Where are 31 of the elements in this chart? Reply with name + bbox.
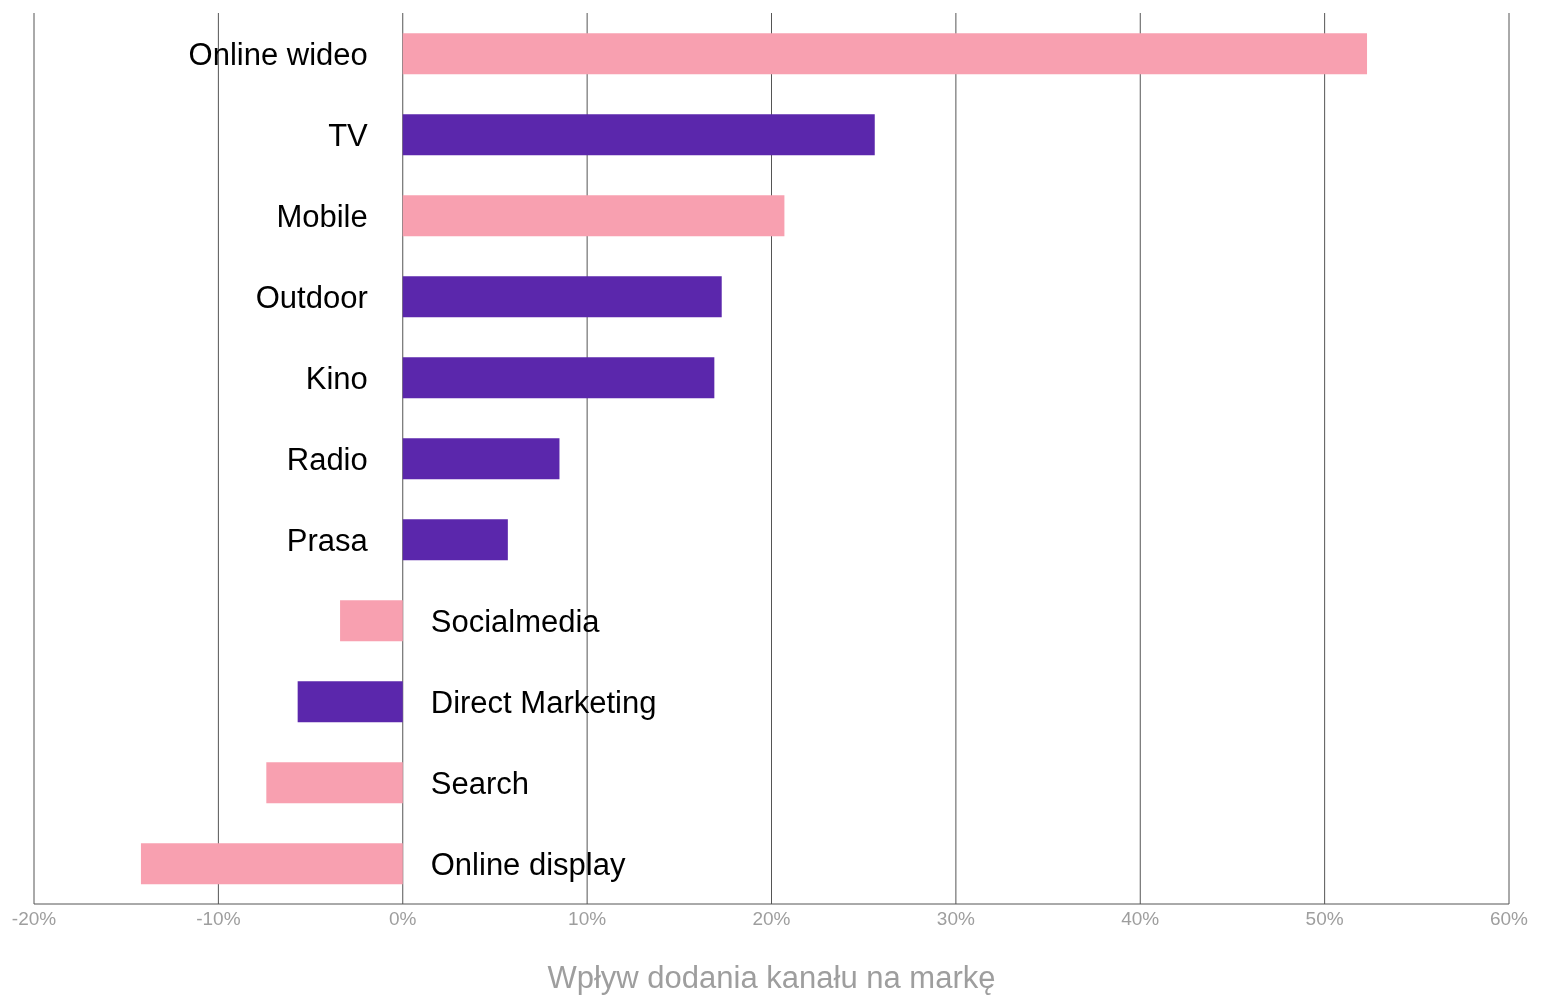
y-tick-label: Search xyxy=(430,765,529,801)
x-tick-label: -20% xyxy=(11,908,57,930)
x-tick-label: 60% xyxy=(1489,908,1529,930)
bar xyxy=(402,33,1368,75)
y-tick-label: Radio xyxy=(286,441,368,477)
bar xyxy=(266,762,403,804)
bar xyxy=(402,276,722,318)
y-tick-label: Kino xyxy=(305,360,368,396)
bar xyxy=(402,114,875,156)
y-tick-label: Direct Marketing xyxy=(430,684,657,720)
bar xyxy=(340,600,403,642)
y-tick-label: Socialmedia xyxy=(430,603,601,639)
y-tick-label: Outdoor xyxy=(255,279,368,315)
bar xyxy=(402,195,785,237)
y-tick-label: Mobile xyxy=(276,198,368,234)
bar xyxy=(402,519,508,561)
x-tick-label: 0% xyxy=(389,908,417,930)
bar xyxy=(297,681,403,723)
bar xyxy=(140,843,403,885)
bar xyxy=(402,438,560,480)
x-tick-label: 20% xyxy=(752,908,791,930)
bar xyxy=(402,357,715,399)
x-tick-label: 40% xyxy=(1121,908,1160,930)
y-tick-label: TV xyxy=(328,117,369,153)
x-tick-label: -10% xyxy=(196,908,241,930)
x-tick-label: 10% xyxy=(568,908,607,930)
x-tick-label: 50% xyxy=(1305,908,1344,930)
y-tick-label: Prasa xyxy=(286,522,369,558)
x-tick-label: 30% xyxy=(936,908,975,930)
x-axis-title: Wpływ dodania kanału na markę xyxy=(547,960,996,995)
y-tick-label: Online display xyxy=(430,846,626,882)
